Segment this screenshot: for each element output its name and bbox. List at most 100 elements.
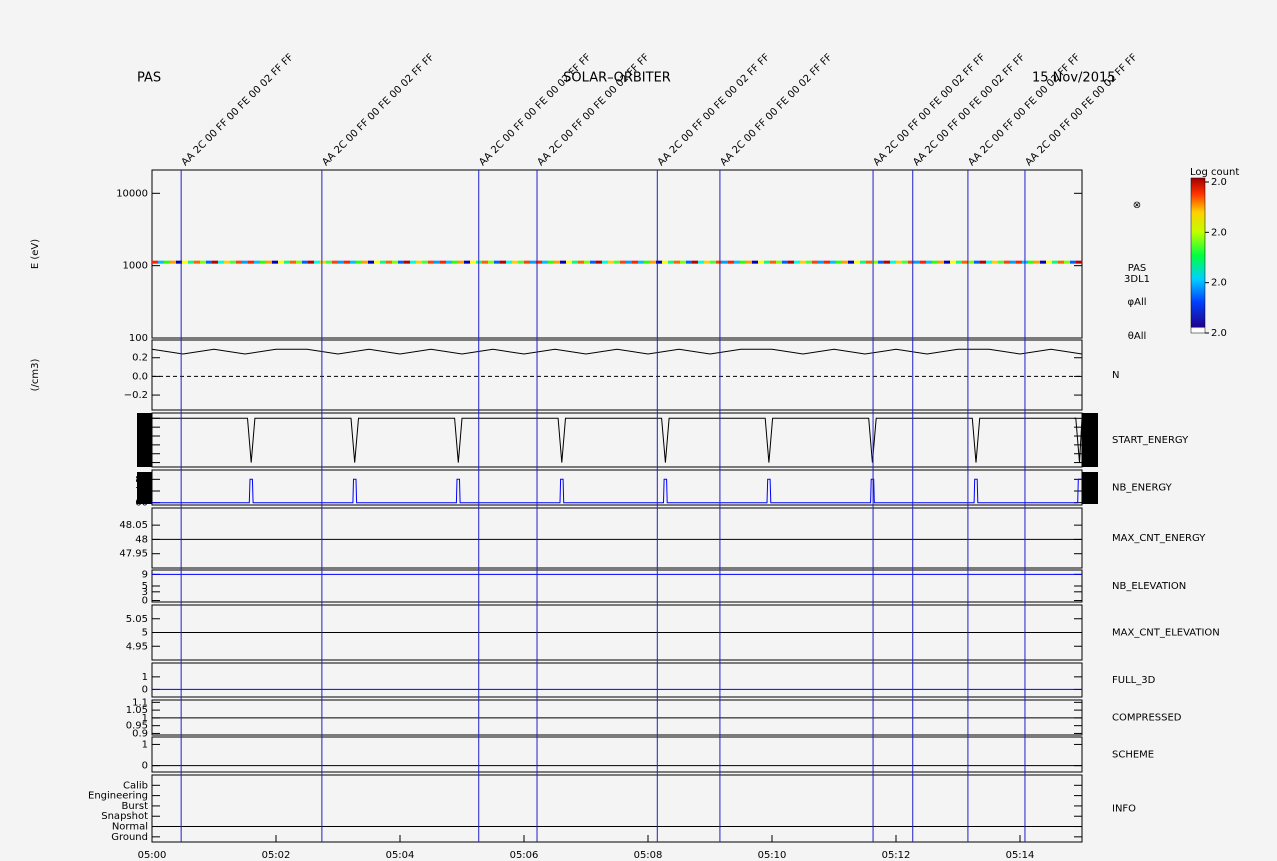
- panel-frame: [151, 774, 1083, 843]
- event-label: AA 2C 00 FF 00 FE 00 02 FF FF: [320, 52, 436, 168]
- spectrogram-cell: [158, 260, 165, 264]
- spectrogram-cell: [368, 260, 375, 264]
- spectrogram-cell: [344, 260, 351, 264]
- spectrogram-cell: [740, 260, 747, 264]
- spectrogram-cell: [794, 260, 801, 264]
- spectrogram-cell: [1040, 260, 1047, 264]
- spectrogram-cell: [284, 260, 291, 264]
- spectrogram-cell: [938, 260, 945, 264]
- y-tick-label: Ground: [111, 832, 148, 843]
- spectrogram-cell: [200, 260, 207, 264]
- spectrogram-cell: [812, 260, 819, 264]
- spectrogram-cell: [500, 260, 507, 264]
- spectrogram-cell: [632, 260, 639, 264]
- y-tick-label: Burst: [122, 801, 149, 812]
- event-label: AA 2C 00 FF 00 FE 00 02 FF FF: [966, 52, 1082, 168]
- panel-label: MAX_CNT_ELEVATION: [1112, 628, 1220, 639]
- y-tick-label: 4.95: [126, 641, 148, 652]
- y-tick-label: 8: [142, 422, 148, 433]
- spectrogram-cell: [944, 260, 951, 264]
- spectrogram-cell: [446, 260, 453, 264]
- header-left: PAS: [137, 71, 161, 86]
- event-label: AA 2C 00 FF 00 FE 00 02 FF FF: [477, 52, 593, 168]
- spectrogram-cell: [494, 260, 501, 264]
- spectrogram-cell: [770, 260, 777, 264]
- y-tick-label: 70: [135, 486, 148, 497]
- spectrogram-cell: [752, 260, 759, 264]
- colorbar-tick-label: 2.0: [1211, 278, 1227, 289]
- spectrogram-cell: [212, 260, 219, 264]
- y-axis-label: (/cm3): [30, 359, 41, 392]
- data-line: [152, 417, 1083, 463]
- spectrogram-cell: [440, 260, 447, 264]
- spectrogram-cell: [272, 260, 279, 264]
- spectrogram-cell: [512, 260, 519, 264]
- y-axis-label: E (eV): [30, 239, 41, 269]
- y-tick-label: 10000: [116, 188, 148, 199]
- spectrogram-cell: [572, 260, 579, 264]
- spectrogram-cell: [458, 260, 465, 264]
- spectrogram-cell: [596, 260, 603, 264]
- y-tick-label: 7: [142, 431, 148, 442]
- data-line: [152, 478, 1082, 504]
- spectrogram-cell: [704, 260, 711, 264]
- spectrogram-cell: [578, 260, 585, 264]
- spectrogram-cell: [188, 260, 195, 264]
- spectrogram-cell: [818, 260, 825, 264]
- spectrogram-cell: [1070, 260, 1077, 264]
- spectrogram-cell: [608, 260, 615, 264]
- spectrogram-cell: [242, 260, 249, 264]
- spectrogram-cell: [734, 260, 741, 264]
- panel-label: MAX_CNT_ENERGY: [1112, 533, 1206, 544]
- spectrogram-cell: [1034, 260, 1041, 264]
- dense-ticks: [137, 413, 152, 467]
- colorbar-label: Log count: [1190, 167, 1239, 178]
- spectrogram-cell: [356, 260, 363, 264]
- y-tick-label: 1000: [123, 261, 148, 272]
- y-tick-label: 1: [142, 713, 148, 724]
- spectrogram-cell: [314, 260, 321, 264]
- spectrogram-cell: [626, 260, 633, 264]
- spectrogram-cell: [926, 260, 933, 264]
- panel-frame: [151, 736, 1083, 773]
- x-tick-label: 05:00: [138, 850, 167, 861]
- y-tick-label: 0: [142, 761, 148, 772]
- spectrogram-cell: [764, 260, 771, 264]
- spectrogram-cell: [386, 260, 393, 264]
- spectrogram-cell: [194, 260, 201, 264]
- panel-label: SCHEME: [1112, 750, 1154, 761]
- x-tick-label: 05:04: [386, 850, 415, 861]
- y-tick-label: 5: [142, 449, 148, 460]
- spectrogram-cell: [392, 260, 399, 264]
- spectrogram-cell: [806, 260, 813, 264]
- spectrogram-cell: [914, 260, 921, 264]
- spectrogram-cell: [872, 260, 879, 264]
- y-tick-label: 48: [135, 534, 148, 545]
- spectrogram-cell: [332, 260, 339, 264]
- spectrogram-cell: [176, 260, 183, 264]
- spectrogram-cell: [218, 260, 225, 264]
- spectrogram-cell: [776, 260, 783, 264]
- spectrogram-cell: [236, 260, 243, 264]
- panel-label: θAll: [1128, 331, 1147, 342]
- spectrogram-cell: [788, 260, 795, 264]
- spectrogram-cell: [506, 260, 513, 264]
- panel-frame: [151, 469, 1083, 506]
- y-tick-label: 5: [142, 628, 148, 639]
- spectrogram-cell: [308, 260, 315, 264]
- spectrogram-cell: [746, 260, 753, 264]
- y-tick-label: 0: [142, 684, 148, 695]
- spectrogram-cell: [656, 260, 663, 264]
- dense-ticks: [137, 472, 152, 504]
- y-tick-label: 5.05: [126, 614, 148, 625]
- spectrogram-cell: [980, 260, 987, 264]
- spectrogram-cell: [152, 260, 159, 264]
- panel-label: NB_ELEVATION: [1112, 581, 1186, 592]
- spectrogram-cell: [686, 260, 693, 264]
- spectrogram-cell: [842, 260, 849, 264]
- dense-ticks: [1082, 413, 1098, 467]
- event-label: AA 2C 00 FF 00 FE 00 02 FF FF: [656, 52, 772, 168]
- panel-frame: [151, 339, 1083, 411]
- spectrogram-cell: [524, 260, 531, 264]
